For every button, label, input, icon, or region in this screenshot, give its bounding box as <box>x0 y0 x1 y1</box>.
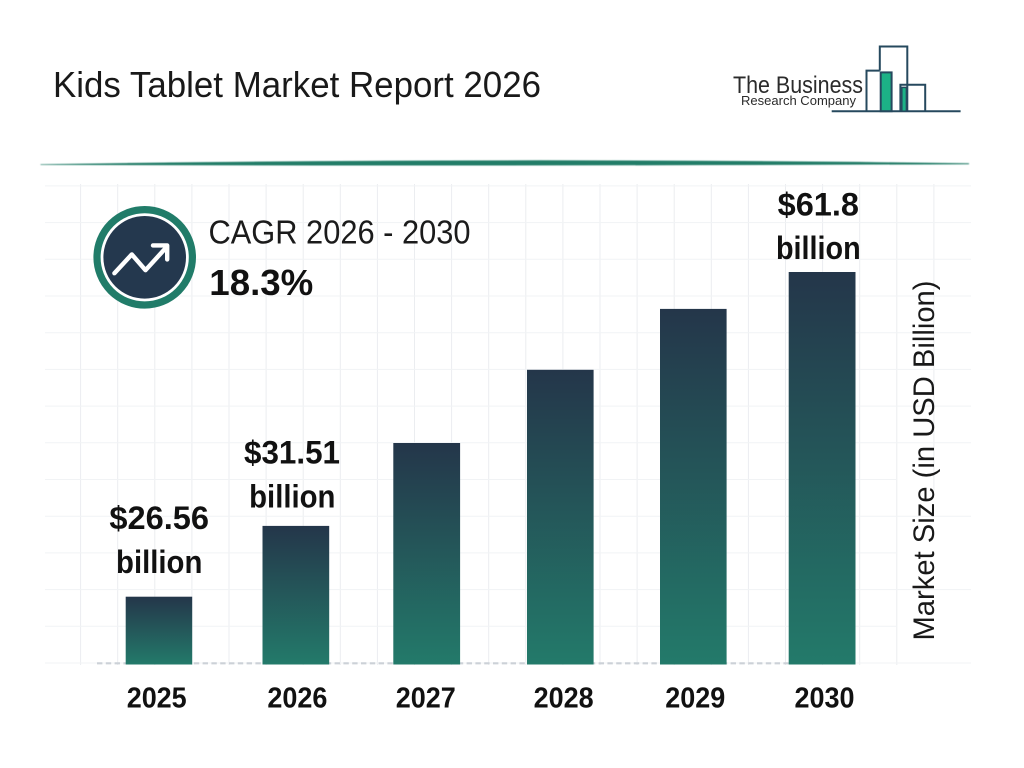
svg-text:2026: 2026 <box>267 682 327 714</box>
svg-text:The Business: The Business <box>733 72 863 99</box>
svg-text:Research Company: Research Company <box>741 93 856 108</box>
svg-text:CAGR 2026 - 2030: CAGR 2026 - 2030 <box>209 214 471 251</box>
svg-text:$31.51: $31.51 <box>244 434 340 470</box>
svg-text:$61.8: $61.8 <box>778 187 859 223</box>
svg-text:billion: billion <box>116 544 202 580</box>
svg-text:18.3%: 18.3% <box>209 262 313 303</box>
svg-text:2030: 2030 <box>795 682 855 714</box>
svg-text:Kids Tablet Market Report 2026: Kids Tablet Market Report 2026 <box>53 64 541 105</box>
svg-text:Market Size (in USD Billion): Market Size (in USD Billion) <box>908 281 941 641</box>
svg-text:2029: 2029 <box>665 682 725 714</box>
svg-text:billion: billion <box>249 479 335 515</box>
svg-text:2025: 2025 <box>127 682 187 714</box>
svg-text:2027: 2027 <box>396 682 456 714</box>
svg-text:$26.56: $26.56 <box>109 500 209 536</box>
svg-text:billion: billion <box>776 230 861 266</box>
svg-text:2028: 2028 <box>534 682 594 714</box>
